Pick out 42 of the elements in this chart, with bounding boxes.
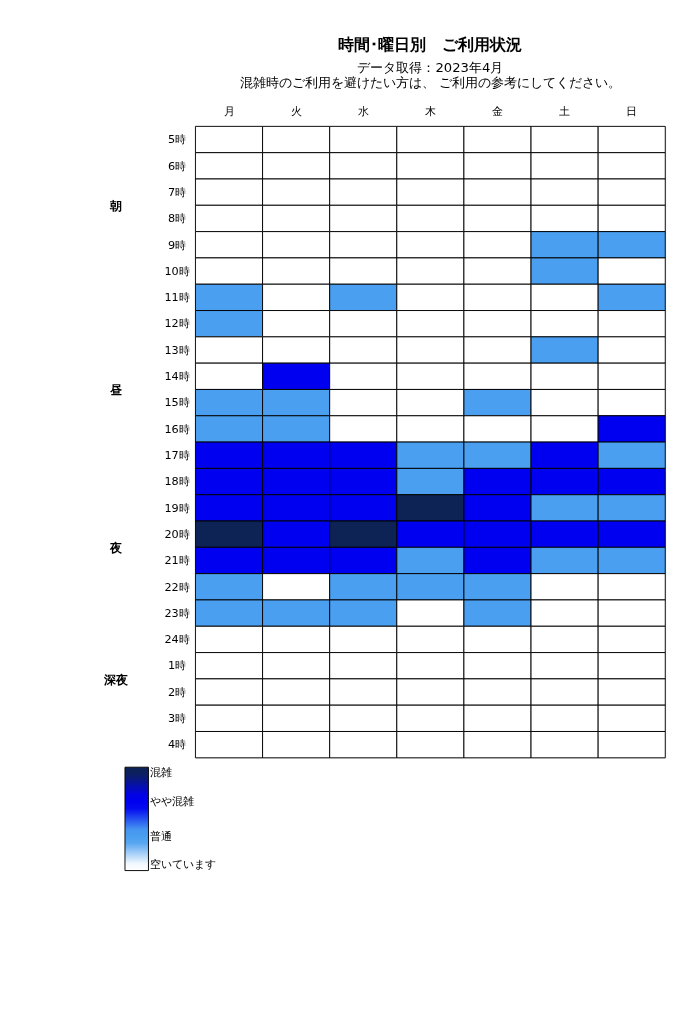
text: 混雑時のご利用を避けたい方は、 ご利用の参考にしてください。 — [239, 74, 621, 90]
y-tick-label: 21時 — [164, 554, 190, 568]
x-tick-label: 土 — [559, 104, 571, 118]
color-bar-label: 普通 — [150, 829, 173, 843]
y-tick-label: 24時 — [164, 633, 190, 647]
y-tick-label: 20時 — [164, 527, 190, 541]
y-tick-label: 16時 — [164, 422, 190, 436]
y-tick-label: 7時 — [168, 185, 187, 199]
y-tick-label: 17時 — [164, 449, 190, 462]
y-tick-label: 22時 — [164, 580, 190, 594]
y-tick-label: 4時 — [168, 738, 187, 752]
y-tick-label: 10時 — [164, 264, 190, 278]
y-tick-label: 9時 — [168, 238, 187, 252]
y-tick-label: 14時 — [164, 370, 190, 384]
x-tick-label: 火 — [290, 104, 302, 118]
y2-tick-label: 朝 — [108, 198, 122, 213]
x-tick-label: 月 — [223, 104, 235, 118]
x-tick-label: 木 — [424, 104, 436, 118]
y2-tick-label: 深夜 — [102, 672, 129, 687]
y-tick-label: 3時 — [168, 712, 187, 726]
y-tick-label: 15時 — [164, 396, 190, 410]
x-tick-label: 日 — [626, 104, 638, 118]
y2-tick-label: 夜 — [108, 541, 123, 556]
color-bar-label: やや混雑 — [150, 795, 195, 809]
y-tick-label: 23時 — [164, 606, 190, 620]
y-tick-label: 1時 — [168, 659, 187, 673]
x-tick-label: 水 — [357, 104, 369, 118]
y2-tick-label: 昼 — [108, 383, 123, 398]
y-tick-label: 6時 — [168, 159, 187, 173]
y-tick-label: 5時 — [168, 133, 187, 147]
y-tick-label: 13時 — [164, 343, 190, 357]
chart-title: 時間･曜日別 ご利用状況 — [338, 35, 523, 55]
y-tick-label: 11時 — [164, 291, 190, 305]
chart-subtitle: データ取得：2023年4月 — [357, 59, 504, 75]
y-tick-label: 12時 — [164, 317, 190, 331]
y-tick-label: 18時 — [164, 475, 190, 489]
color-bar-label: 空いています — [150, 857, 217, 871]
y-tick-label: 19時 — [164, 501, 190, 515]
x-tick-label: 金 — [491, 104, 503, 118]
y-tick-label: 8時 — [168, 212, 187, 226]
color-bar-label: 混雑 — [150, 765, 173, 779]
y-tick-label: 2時 — [168, 685, 187, 699]
